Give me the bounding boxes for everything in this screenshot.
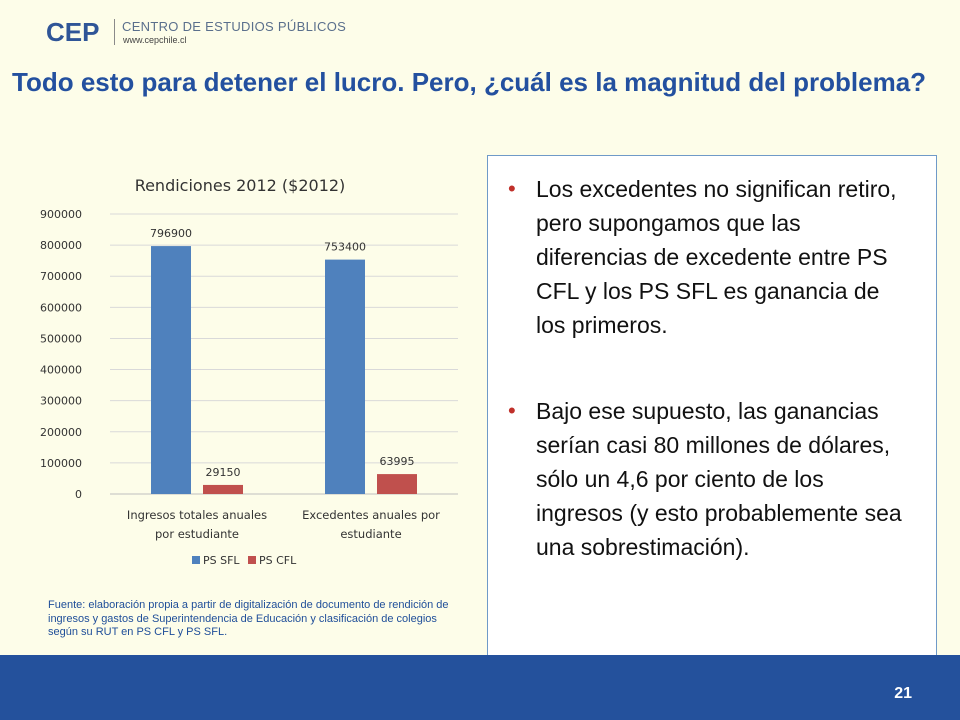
data-label: 753400 (324, 241, 366, 254)
bullet-text: Los excedentes no significan retiro, per… (536, 176, 897, 338)
page-number: 21 (894, 685, 912, 702)
bar-ps-cfl (203, 484, 243, 494)
x-category-label: Ingresos totales anuales (127, 508, 267, 522)
y-tick-label: 800000 (40, 239, 82, 252)
bullet-item: • Los excedentes no significan retiro, p… (508, 172, 908, 342)
bar-ps-sfl (151, 246, 191, 494)
bar-ps-sfl (325, 259, 365, 494)
org-url: www.cepchile.cl (123, 35, 187, 45)
y-tick-label: 900000 (40, 208, 82, 221)
y-tick-label: 700000 (40, 270, 82, 283)
chart-bars: 796900 29150 753400 63995 (150, 227, 417, 494)
footer-bar: 21 (0, 655, 960, 720)
x-category-label: por estudiante (155, 527, 239, 541)
source-note: Fuente: elaboración propia a partir de d… (48, 599, 449, 638)
bullet-item: • Bajo ese supuesto, las ganancias sería… (508, 394, 908, 564)
y-tick-label: 0 (75, 488, 82, 501)
org-name: CENTRO DE ESTUDIOS PÚBLICOS (122, 19, 347, 34)
data-label: 796900 (150, 227, 192, 240)
logo-mark: CEP (46, 17, 100, 47)
y-tick-label: 600000 (40, 301, 82, 314)
y-tick-label: 200000 (40, 426, 82, 439)
y-tick-label: 100000 (40, 457, 82, 470)
bullet-icon: • (508, 398, 516, 423)
chart-legend: PS SFL PS CFL (192, 554, 297, 567)
chart-svg: Rendiciones 2012 ($2012) 0 100000 200000 30… (40, 176, 458, 567)
y-tick-label: 300000 (40, 395, 82, 408)
y-axis-ticks: 0 100000 200000 300000 400000 500000 600000 700… (40, 208, 82, 501)
bullet-box: • Los excedentes no significan retiro, p… (487, 155, 937, 657)
chart-title: Rendiciones 2012 ($2012) (135, 176, 346, 195)
data-label: 29150 (206, 466, 241, 479)
legend-swatch (248, 556, 256, 564)
bar-chart: Rendiciones 2012 ($2012) 0 100000 200000 30… (40, 160, 490, 585)
y-tick-label: 400000 (40, 364, 82, 377)
x-axis-categories: Ingresos totales anuales por estudiante Ex… (127, 508, 440, 541)
legend-swatch (192, 556, 200, 564)
bar-ps-cfl (377, 474, 417, 494)
x-category-label: Excedentes anuales por (302, 508, 440, 522)
y-tick-label: 500000 (40, 332, 82, 345)
slide-title: Todo esto para detener el lucro. Pero, ¿… (12, 67, 927, 97)
bullet-icon: • (508, 176, 516, 201)
bullet-text: Bajo ese supuesto, las ganancias serían … (536, 398, 902, 560)
legend-label: PS SFL (203, 554, 240, 567)
data-label: 63995 (380, 455, 415, 468)
x-category-label: estudiante (340, 527, 401, 541)
logo-divider (114, 19, 115, 45)
legend-label: PS CFL (259, 554, 297, 567)
